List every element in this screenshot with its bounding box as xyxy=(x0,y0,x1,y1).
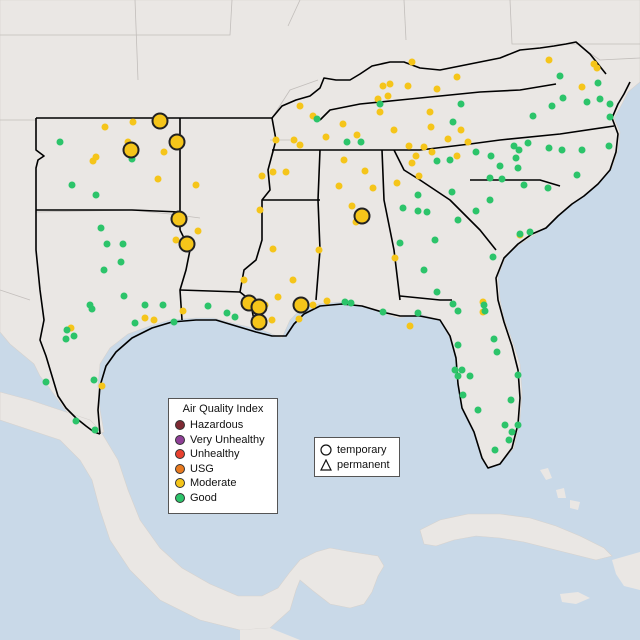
legend-item-hazardous: Hazardous xyxy=(175,418,271,433)
legend-label: Very Unhealthy xyxy=(190,433,265,446)
moderate-sensors xyxy=(67,56,601,390)
triangle-icon xyxy=(320,458,332,471)
legend-item-temporary: temporary xyxy=(320,442,394,457)
land-hispaniola xyxy=(612,552,640,590)
land-mexico xyxy=(0,391,385,631)
legend-label: Hazardous xyxy=(190,419,244,432)
moderate-swatch xyxy=(175,478,185,489)
legend-label: Good xyxy=(190,491,217,504)
land-central-america xyxy=(240,628,300,640)
legend-item-unhealthy: Unhealthy xyxy=(175,447,271,462)
legend-label: Moderate xyxy=(190,477,237,490)
legend-label: permanent xyxy=(337,458,390,471)
good-swatch xyxy=(175,492,185,503)
aqi-legend-title: Air Quality Index xyxy=(182,403,264,415)
land-cuba xyxy=(419,513,613,561)
usg-swatch xyxy=(175,463,185,474)
circle-icon xyxy=(320,443,332,456)
aqi-legend: Air Quality Index Hazardous Very Unhealt… xyxy=(168,398,278,514)
legend-item-usg: USG xyxy=(175,462,271,477)
legend-item-permanent: permanent xyxy=(320,457,394,472)
legend-item-very-unhealthy: Very Unhealthy xyxy=(175,433,271,448)
very-unhealthy-swatch xyxy=(175,434,185,445)
unhealthy-swatch xyxy=(175,449,185,460)
legend-item-good: Good xyxy=(175,491,271,506)
good-sensors xyxy=(42,72,614,454)
moderate-monitors xyxy=(122,112,371,331)
legend-label: USG xyxy=(190,462,214,475)
land-jamaica xyxy=(560,592,590,604)
land-bahamas xyxy=(540,468,580,510)
hazardous-swatch xyxy=(175,420,185,431)
legend-item-moderate: Moderate xyxy=(175,476,271,491)
legend-label: temporary xyxy=(337,443,387,456)
monitor-type-legend: temporary permanent xyxy=(314,437,400,477)
legend-label: Unhealthy xyxy=(190,448,240,461)
